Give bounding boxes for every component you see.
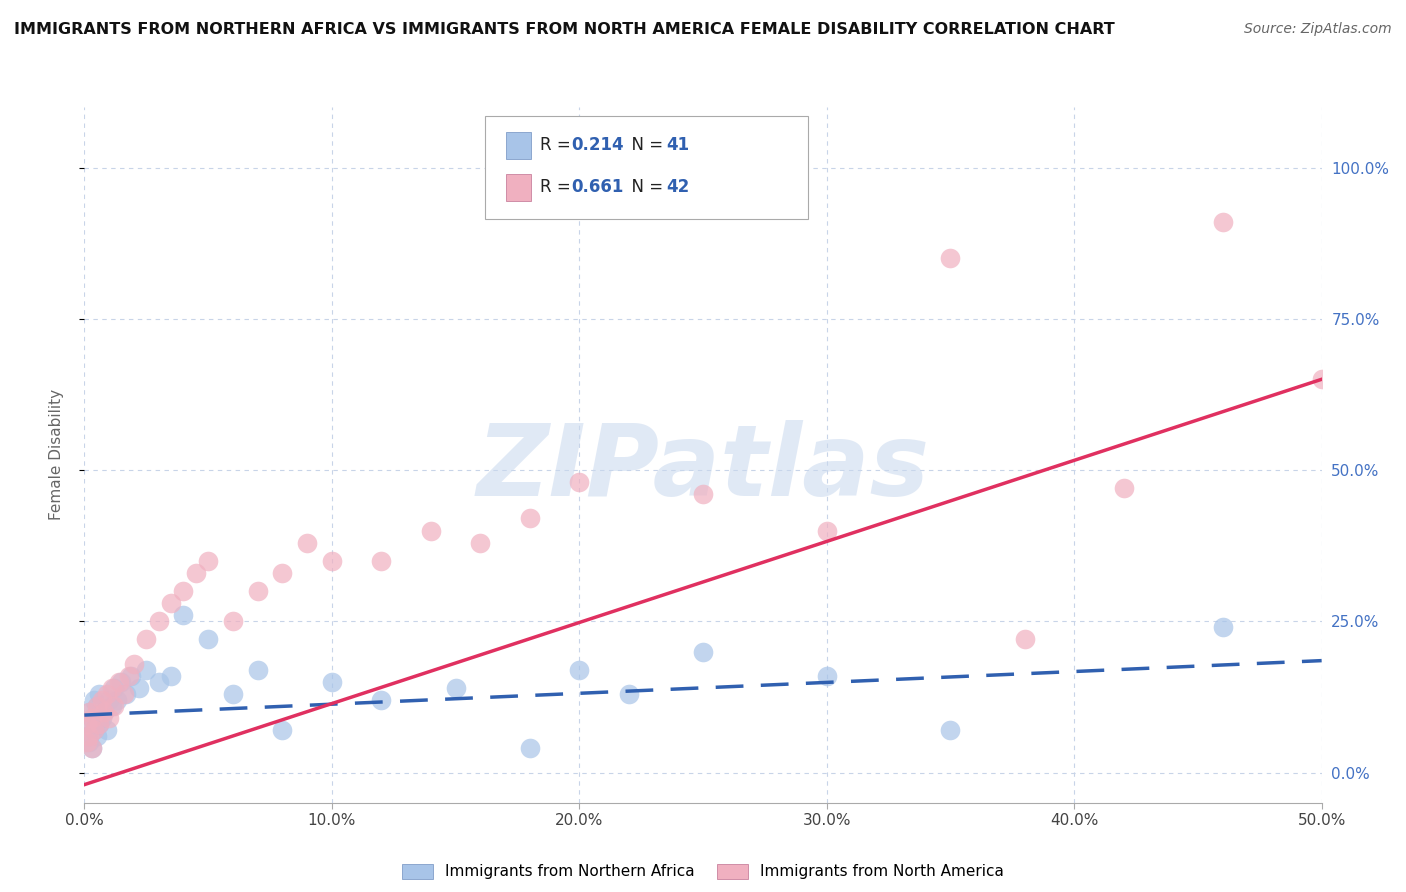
Point: [271, 566, 294, 580]
Point: [617, 687, 640, 701]
Point: [76, 729, 98, 743]
Point: [83, 723, 105, 738]
Point: [370, 693, 392, 707]
Point: [568, 475, 591, 490]
Point: [939, 252, 962, 266]
Point: [105, 693, 128, 707]
Point: [197, 632, 219, 647]
Point: [118, 669, 141, 683]
Point: [1212, 215, 1234, 229]
Point: [128, 681, 150, 695]
Point: [86, 698, 108, 713]
Point: [100, 698, 122, 713]
Point: [419, 524, 441, 538]
Point: [80, 711, 103, 725]
Point: [96, 687, 118, 701]
Text: 0.214: 0.214: [571, 136, 623, 154]
Point: [692, 487, 714, 501]
Point: [103, 681, 125, 695]
Point: [568, 663, 591, 677]
Point: [246, 584, 269, 599]
Point: [444, 681, 467, 695]
Point: [100, 681, 122, 695]
Point: [93, 705, 115, 719]
Point: [370, 554, 392, 568]
Point: [76, 735, 98, 749]
Point: [222, 687, 245, 701]
Point: [271, 723, 294, 738]
Point: [160, 596, 183, 610]
Point: [172, 584, 194, 599]
Point: [470, 535, 492, 549]
Point: [80, 741, 103, 756]
Y-axis label: Female Disability: Female Disability: [49, 389, 63, 521]
Point: [108, 674, 131, 689]
Point: [295, 535, 318, 549]
Point: [184, 566, 207, 580]
Point: [321, 554, 343, 568]
Text: 0.661: 0.661: [571, 178, 623, 196]
Point: [115, 687, 138, 701]
Point: [79, 729, 101, 743]
Point: [83, 693, 105, 707]
Point: [1014, 632, 1036, 647]
Point: [519, 741, 541, 756]
Point: [93, 705, 115, 719]
Point: [122, 657, 145, 671]
Point: [148, 674, 170, 689]
Point: [98, 693, 121, 707]
Point: [90, 711, 112, 725]
Point: [103, 698, 125, 713]
Point: [519, 511, 541, 525]
Point: [96, 723, 118, 738]
Point: [1112, 481, 1135, 495]
Text: N =: N =: [621, 136, 669, 154]
Point: [89, 717, 111, 731]
Point: [90, 693, 112, 707]
Text: R =: R =: [540, 136, 576, 154]
Text: 42: 42: [666, 178, 690, 196]
Point: [160, 669, 183, 683]
Text: IMMIGRANTS FROM NORTHERN AFRICA VS IMMIGRANTS FROM NORTH AMERICA FEMALE DISABILI: IMMIGRANTS FROM NORTHERN AFRICA VS IMMIG…: [14, 22, 1115, 37]
Point: [135, 663, 157, 677]
Point: [112, 687, 135, 701]
Point: [1212, 620, 1234, 634]
Point: [86, 729, 108, 743]
Point: [246, 663, 269, 677]
Point: [692, 644, 714, 658]
Point: [815, 524, 838, 538]
Text: N =: N =: [621, 178, 669, 196]
Point: [1310, 372, 1333, 386]
Point: [83, 723, 105, 738]
Point: [79, 705, 101, 719]
Text: R =: R =: [540, 178, 576, 196]
Point: [98, 711, 121, 725]
Point: [135, 632, 157, 647]
Point: [815, 669, 838, 683]
Point: [321, 674, 343, 689]
Point: [110, 674, 132, 689]
Legend: Immigrants from Northern Africa, Immigrants from North America: Immigrants from Northern Africa, Immigra…: [396, 857, 1010, 886]
Text: Source: ZipAtlas.com: Source: ZipAtlas.com: [1244, 22, 1392, 37]
Point: [76, 717, 98, 731]
Point: [222, 615, 245, 629]
Point: [89, 687, 111, 701]
Point: [80, 711, 103, 725]
Text: 41: 41: [666, 136, 689, 154]
Text: ZIPatlas: ZIPatlas: [477, 420, 929, 517]
Point: [80, 741, 103, 756]
Point: [120, 669, 142, 683]
Point: [197, 554, 219, 568]
Point: [86, 698, 108, 713]
Point: [939, 723, 962, 738]
Point: [79, 735, 101, 749]
Point: [79, 705, 101, 719]
Point: [89, 717, 111, 731]
Point: [76, 717, 98, 731]
Point: [172, 608, 194, 623]
Point: [148, 615, 170, 629]
